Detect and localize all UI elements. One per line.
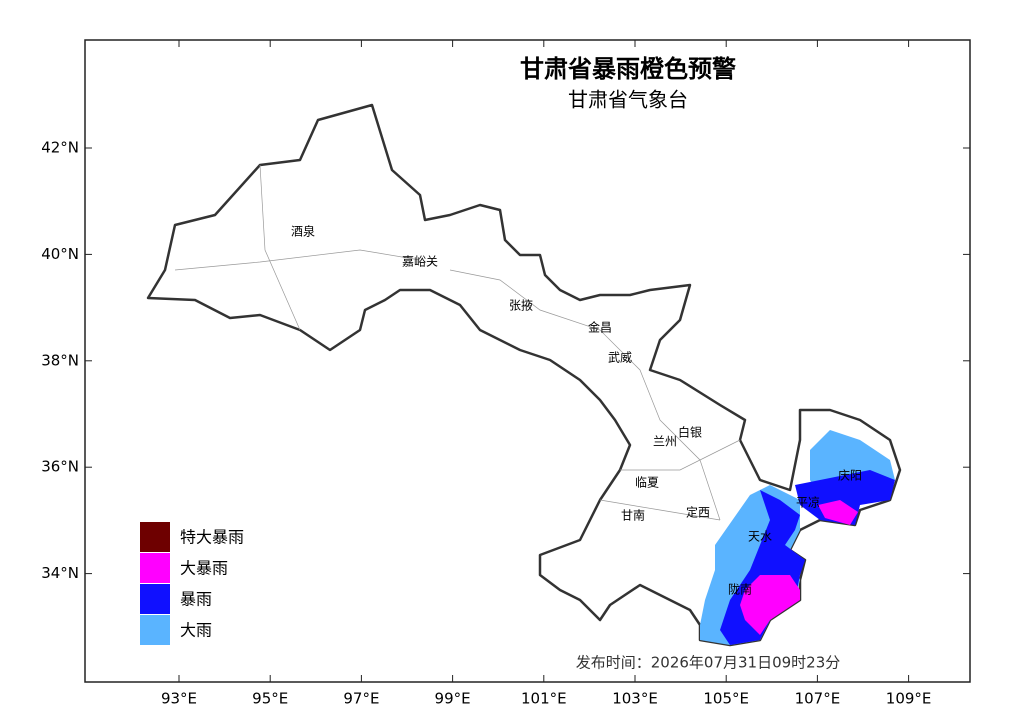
city-label: 甘南 [621,508,645,523]
x-tick-label: 109°E [886,690,932,708]
zone [740,575,800,635]
x-tick-label: 101°E [521,690,567,708]
y-tick-label: 34°N [41,564,79,582]
frame [84,39,971,683]
city-label: 定西 [686,505,710,520]
city-label: 酒泉 [291,225,315,239]
legend-label: 大暴雨 [180,559,228,578]
x-tick-label: 105°E [703,690,749,708]
x-tick-label: 93°E [161,690,197,708]
boundary [449,269,721,521]
title: 甘肃省暴雨橙色预警 [520,55,736,83]
city-label: 张掖 [509,299,533,313]
x-tick-label: 99°E [435,690,471,708]
y-tick-label: 38°N [41,351,79,369]
warning-zones [700,430,895,645]
x-tick-label: 95°E [252,690,288,708]
legend-swatch [140,615,170,645]
boundary [259,164,301,331]
y-tick-label: 42°N [41,139,79,157]
legend-label: 大雨 [180,621,212,640]
legend-swatch [140,584,170,614]
city-label: 金昌 [588,320,612,335]
legend-swatch [140,553,170,583]
city-label: 武威 [608,351,632,365]
city-label: 嘉峪关 [402,255,438,269]
city-label: 平凉 [796,495,820,510]
district-lines [174,164,741,521]
boundary [599,499,721,521]
city-label: 庆阳 [838,469,862,483]
legend-label: 特大暴雨 [180,528,244,547]
x-tick-label: 97°E [343,690,379,708]
x-tick-label: 107°E [795,690,841,708]
legend-label: 暴雨 [180,590,212,609]
city-label: 兰州 [653,435,677,449]
zone [795,470,895,525]
x-tick-label: 103°E [612,690,658,708]
city-label: 天水 [748,530,772,544]
y-tick-label: 40°N [41,245,79,263]
city-label: 陇南 [728,582,752,597]
city-label: 临夏 [635,476,659,490]
y-tick-label: 36°N [41,458,79,476]
subtitle: 甘肃省气象台 [568,88,688,112]
issue-time: 发布时间：2026年07月31日09时23分 [576,654,841,672]
city-label: 白银 [678,425,702,440]
boundary [174,249,421,271]
zone [818,500,858,525]
boundary [620,439,741,471]
legend-swatch [140,522,170,552]
